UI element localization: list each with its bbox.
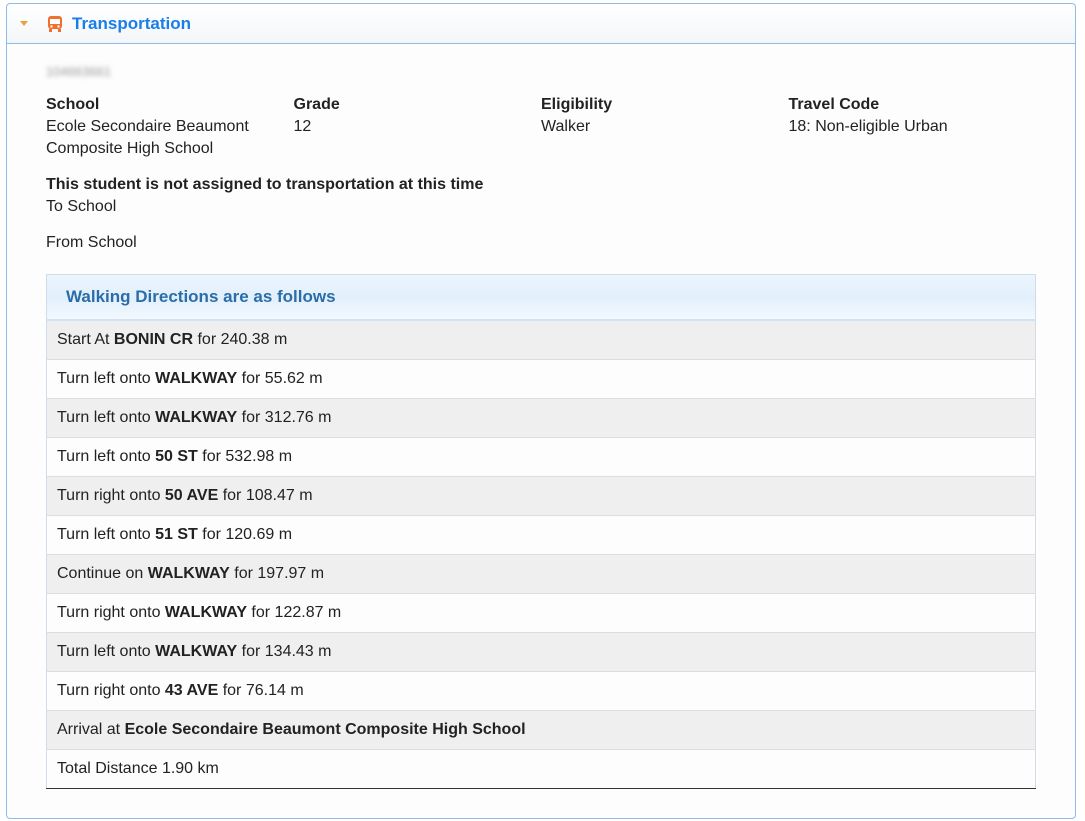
direction-row: Turn right onto WALKWAY for 122.87 m [46,593,1036,633]
direction-post: for 312.76 m [237,409,332,426]
info-travel-code: Travel Code 18: Non-eligible Urban [789,94,1037,160]
direction-cell: Continue on WALKWAY for 197.97 m [46,554,1036,594]
info-label: Eligibility [541,96,613,113]
direction-bold: WALKWAY [147,565,230,582]
direction-cell: Turn right onto 50 AVE for 108.47 m [46,476,1036,516]
direction-bold: WALKWAY [164,604,247,621]
assignment-notice: This student is not assigned to transpor… [46,176,484,193]
direction-row: Arrival at Ecole Secondaire Beaumont Com… [46,710,1036,750]
direction-pre: Turn left onto [57,409,156,426]
direction-cell: Total Distance 1.90 km [46,749,1036,789]
bus-icon [48,15,62,32]
direction-cell: Turn left onto 51 ST for 120.69 m [46,515,1036,555]
direction-pre: Continue on [57,565,148,582]
info-eligibility: Eligibility Walker [541,94,789,160]
direction-bold: 43 AVE [164,682,219,699]
direction-cell: Turn left onto WALKWAY for 55.62 m [46,359,1036,399]
direction-pre: Arrival at [57,721,125,738]
direction-bold: WALKWAY [155,370,238,387]
direction-row: Turn left onto WALKWAY for 134.43 m [46,632,1036,672]
direction-row: Turn left onto 51 ST for 120.69 m [46,515,1036,555]
direction-pre: Turn right onto [57,604,165,621]
info-label: Grade [293,96,340,113]
collapse-caret-icon[interactable] [20,21,28,26]
direction-pre: Turn left onto [57,526,156,543]
direction-bold: 50 ST [155,448,198,465]
panel-title[interactable]: Transportation [72,13,192,33]
direction-pre: Turn right onto [57,682,165,699]
direction-bold: BONIN CR [113,331,194,348]
info-value: 12 [293,118,312,135]
direction-post: for 55.62 m [237,370,323,387]
direction-cell: Arrival at Ecole Secondaire Beaumont Com… [46,710,1036,750]
direction-pre: Total Distance 1.90 km [57,760,219,777]
direction-post: for 120.69 m [197,526,293,543]
direction-cell: Start At BONIN CR for 240.38 m [46,319,1036,360]
direction-row: Start At BONIN CR for 240.38 m [46,319,1036,360]
student-id-redacted: 104663661 [46,64,112,79]
transportation-panel: Transportation 104663661 School Ecole Sec… [6,3,1076,819]
to-school-label: To School [46,198,117,215]
direction-bold: WALKWAY [155,643,238,660]
direction-post: for 108.47 m [218,487,313,504]
direction-cell: Turn left onto 50 ST for 532.98 m [46,437,1036,477]
direction-pre: Turn right onto [57,487,165,504]
info-label: Travel Code [788,96,880,113]
from-school-label: From School [46,234,137,251]
direction-cell: Turn left onto WALKWAY for 134.43 m [46,632,1036,672]
direction-post: for 197.97 m [229,565,325,582]
direction-row: Turn left onto WALKWAY for 312.76 m [46,398,1036,438]
direction-post: for 532.98 m [197,448,293,465]
direction-post: for 134.43 m [237,643,332,660]
panel-header[interactable]: Transportation [7,4,1075,44]
info-value: 18: Non-eligible Urban [788,118,948,135]
direction-cell: Turn right onto 43 AVE for 76.14 m [46,671,1036,711]
direction-row: Turn left onto WALKWAY for 55.62 m [46,359,1036,399]
direction-row: Turn left onto 50 ST for 532.98 m [46,437,1036,477]
direction-post: for 240.38 m [193,331,288,348]
direction-row: Total Distance 1.90 km [46,749,1036,789]
info-value: Ecole Secondaire Beaumont Composite High… [46,118,249,157]
direction-row: Continue on WALKWAY for 197.97 m [46,554,1036,594]
direction-post: for 76.14 m [218,682,304,699]
walking-directions-table: Walking Directions are as follows Start … [46,274,1036,789]
direction-pre: Turn left onto [57,643,156,660]
direction-row: Turn right onto 50 AVE for 108.47 m [46,476,1036,516]
direction-cell: Turn left onto WALKWAY for 312.76 m [46,398,1036,438]
info-school: School Ecole Secondaire Beaumont Composit… [46,94,294,160]
directions-header: Walking Directions are as follows [46,274,1036,321]
direction-post: for 122.87 m [246,604,342,621]
info-value: Walker [541,118,591,135]
direction-pre: Turn left onto [57,370,156,387]
direction-cell: Turn right onto WALKWAY for 122.87 m [46,593,1036,633]
direction-bold: 50 AVE [164,487,219,504]
info-grade: Grade 12 [294,94,542,160]
direction-bold: WALKWAY [155,409,238,426]
info-label: School [46,96,100,113]
direction-bold: 51 ST [155,526,198,543]
direction-bold: Ecole Secondaire Beaumont Composite High… [124,721,526,738]
info-grid: School Ecole Secondaire Beaumont Composit… [46,94,1036,160]
direction-pre: Turn left onto [57,448,156,465]
direction-pre: Start At [57,331,114,348]
direction-row: Turn right onto 43 AVE for 76.14 m [46,671,1036,711]
